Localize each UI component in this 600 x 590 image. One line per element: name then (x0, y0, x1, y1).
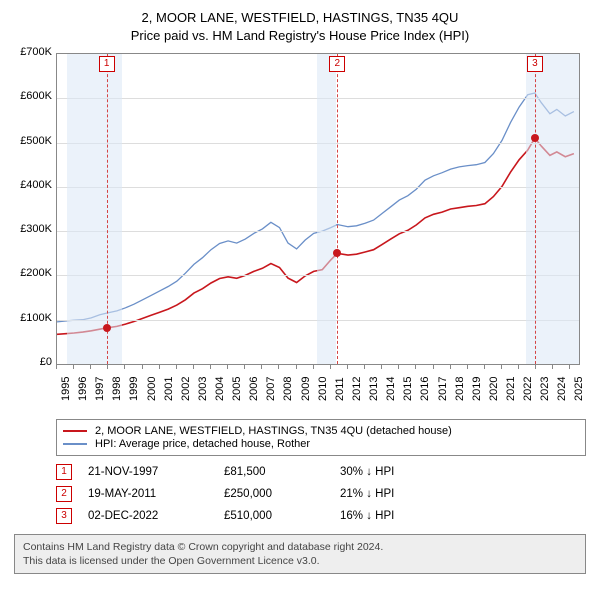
x-tick-label: 2024 (556, 377, 568, 401)
x-tick-label: 1997 (94, 377, 106, 401)
event-pct: 16% ↓ HPI (340, 510, 480, 522)
y-tick-label: £700K (8, 46, 52, 58)
x-axis-labels: 1995 1996 1997 1998 1999 2000 2001 2002 2003 2004… (56, 365, 578, 411)
event-marker: 2 (329, 56, 345, 72)
y-tick-label: £500K (8, 135, 52, 147)
event-row: 2 19-MAY-2011 £250,000 21% ↓ HPI (56, 486, 586, 502)
legend-row: 2, MOOR LANE, WESTFIELD, HASTINGS, TN35 … (63, 425, 579, 437)
event-vline (107, 54, 108, 364)
y-tick-label: £100K (8, 312, 52, 324)
events-table: 1 21-NOV-1997 £81,500 30% ↓ HPI 2 19-MAY-2011… (56, 464, 586, 524)
y-tick-label: £400K (8, 179, 52, 191)
x-tick-label: 2005 (231, 377, 243, 401)
x-tick-label: 2014 (385, 377, 397, 401)
footer-attribution: Contains HM Land Registry data © Crown c… (14, 534, 586, 574)
event-marker: 3 (527, 56, 543, 72)
x-tick-label: 2002 (180, 377, 192, 401)
event-row: 1 21-NOV-1997 £81,500 30% ↓ HPI (56, 464, 586, 480)
event-pct: 30% ↓ HPI (340, 466, 480, 478)
legend-swatch (63, 443, 87, 445)
footer-line1: Contains HM Land Registry data © Crown c… (23, 540, 577, 554)
x-tick-label: 2011 (334, 377, 346, 401)
x-tick-label: 2006 (248, 377, 260, 401)
page: 2, MOOR LANE, WESTFIELD, HASTINGS, TN35 … (0, 0, 600, 574)
legend-swatch (63, 430, 87, 432)
x-tick-label: 2017 (437, 377, 449, 401)
x-tick-label: 2018 (454, 377, 466, 401)
sale-dot (103, 324, 111, 332)
event-price: £81,500 (224, 466, 324, 478)
y-tick-label: £600K (8, 90, 52, 102)
event-vline (535, 54, 536, 364)
x-tick-label: 2022 (522, 377, 534, 401)
x-tick-label: 2010 (317, 377, 329, 401)
event-date: 02-DEC-2022 (88, 510, 208, 522)
x-tick-label: 1996 (77, 377, 89, 401)
event-row: 3 02-DEC-2022 £510,000 16% ↓ HPI (56, 508, 586, 524)
event-marker-small: 2 (56, 486, 72, 502)
x-tick-label: 2008 (282, 377, 294, 401)
event-date: 21-NOV-1997 (88, 466, 208, 478)
title-address: 2, MOOR LANE, WESTFIELD, HASTINGS, TN35 … (8, 10, 592, 25)
plot-area: 1 2 3 (56, 53, 580, 365)
x-tick-label: 2000 (146, 377, 158, 401)
event-vline (337, 54, 338, 364)
x-tick-label: 1995 (60, 377, 72, 401)
y-tick-label: £300K (8, 223, 52, 235)
series-hpi (57, 93, 574, 322)
x-tick-label: 2003 (197, 377, 209, 401)
event-marker-small: 1 (56, 464, 72, 480)
x-tick-label: 2020 (488, 377, 500, 401)
x-tick-label: 1999 (128, 377, 140, 401)
series-price-paid (57, 138, 574, 334)
x-tick-label: 2016 (419, 377, 431, 401)
event-pct: 21% ↓ HPI (340, 488, 480, 500)
y-tick-label: £200K (8, 267, 52, 279)
x-tick-label: 2019 (471, 377, 483, 401)
legend: 2, MOOR LANE, WESTFIELD, HASTINGS, TN35 … (56, 419, 586, 456)
x-tick-label: 2025 (573, 377, 585, 401)
event-marker-small: 3 (56, 508, 72, 524)
recession-band (317, 54, 336, 364)
title-subtitle: Price paid vs. HM Land Registry's House … (8, 28, 592, 43)
title-block: 2, MOOR LANE, WESTFIELD, HASTINGS, TN35 … (0, 0, 600, 47)
legend-row: HPI: Average price, detached house, Roth… (63, 438, 579, 450)
sale-dot (531, 134, 539, 142)
x-tick-label: 2001 (163, 377, 175, 401)
x-tick-label: 2012 (351, 377, 363, 401)
event-price: £250,000 (224, 488, 324, 500)
event-marker: 1 (99, 56, 115, 72)
x-tick-label: 2004 (214, 377, 226, 401)
legend-label: 2, MOOR LANE, WESTFIELD, HASTINGS, TN35 … (95, 425, 452, 437)
y-tick-label: £0 (8, 356, 52, 368)
chart: £0£100K£200K£300K£400K£500K£600K£700K 12… (8, 53, 586, 411)
sale-dot (333, 249, 341, 257)
event-date: 19-MAY-2011 (88, 488, 208, 500)
x-tick-label: 2007 (265, 377, 277, 401)
x-tick-label: 2021 (505, 377, 517, 401)
x-tick-label: 2013 (368, 377, 380, 401)
x-tick-label: 2009 (300, 377, 312, 401)
x-tick-label: 1998 (111, 377, 123, 401)
event-price: £510,000 (224, 510, 324, 522)
recession-band (67, 54, 122, 364)
footer-line2: This data is licensed under the Open Gov… (23, 554, 577, 568)
legend-label: HPI: Average price, detached house, Roth… (95, 438, 310, 450)
x-tick-label: 2015 (402, 377, 414, 401)
x-tick-label: 2023 (539, 377, 551, 401)
